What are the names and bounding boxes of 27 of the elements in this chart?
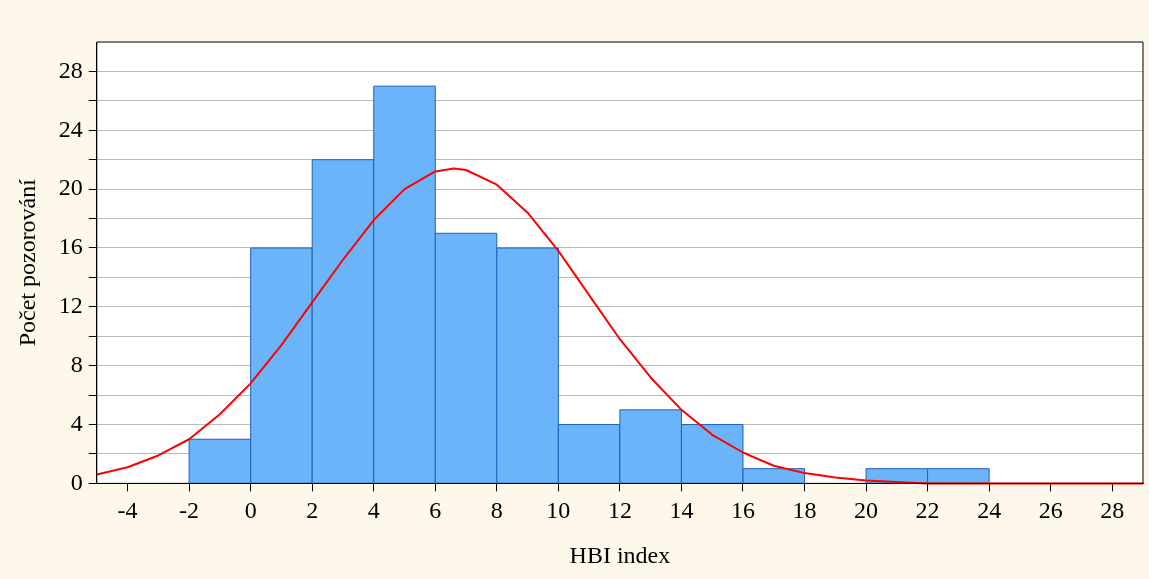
- y-tick-label: 20: [58, 174, 83, 201]
- x-tick-label: 0: [244, 497, 257, 524]
- x-tick-label: 26: [1038, 497, 1063, 524]
- x-tick-label: -4: [117, 497, 138, 524]
- x-tick-label: 2: [306, 497, 319, 524]
- y-tick-label: 4: [70, 409, 83, 436]
- y-tick-label: 0: [70, 468, 83, 495]
- x-tick-label: 16: [730, 497, 755, 524]
- y-axis-title: Počet pozorování: [13, 178, 40, 347]
- y-tick-label: 12: [58, 292, 83, 319]
- x-tick-label: 28: [1100, 497, 1125, 524]
- x-tick-label: 20: [854, 497, 879, 524]
- x-tick-label: 18: [792, 497, 817, 524]
- x-tick-label: 6: [429, 497, 442, 524]
- x-tick-label: 14: [669, 497, 694, 524]
- y-tick-label: 24: [58, 115, 83, 142]
- x-tick-label: 12: [607, 497, 632, 524]
- x-tick-label: 10: [546, 497, 571, 524]
- x-tick-label: -2: [179, 497, 200, 524]
- y-tick-label: 28: [58, 56, 83, 83]
- x-tick-label: 24: [977, 497, 1002, 524]
- x-tick-label: 8: [490, 497, 503, 524]
- y-tick-label: 16: [58, 233, 83, 260]
- x-tick-label: 22: [915, 497, 940, 524]
- y-tick-label: 8: [70, 350, 83, 377]
- x-axis-title: HBI index: [569, 541, 671, 568]
- x-tick-label: 4: [367, 497, 380, 524]
